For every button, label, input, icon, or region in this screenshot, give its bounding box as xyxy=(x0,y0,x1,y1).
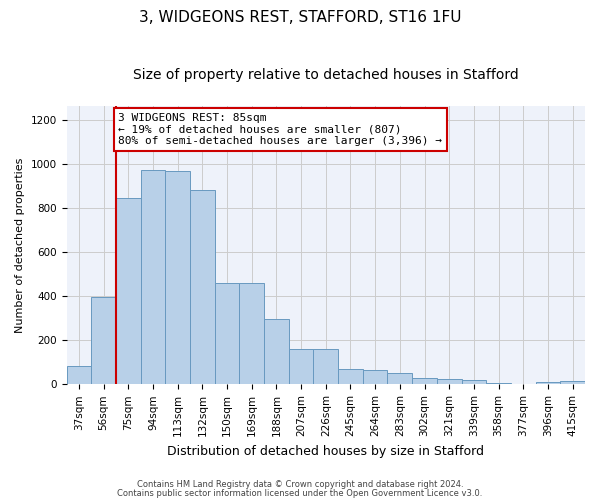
Bar xyxy=(140,170,165,384)
Bar xyxy=(486,383,511,384)
Bar xyxy=(437,379,461,384)
Bar xyxy=(313,349,338,384)
Text: 3 WIDGEONS REST: 85sqm
← 19% of detached houses are smaller (807)
80% of semi-de: 3 WIDGEONS REST: 85sqm ← 19% of detached… xyxy=(118,113,442,146)
Title: Size of property relative to detached houses in Stafford: Size of property relative to detached ho… xyxy=(133,68,518,82)
Bar xyxy=(560,381,585,384)
Bar xyxy=(91,297,116,384)
Bar xyxy=(461,380,486,384)
Bar xyxy=(67,366,91,384)
Text: Contains HM Land Registry data © Crown copyright and database right 2024.: Contains HM Land Registry data © Crown c… xyxy=(137,480,463,489)
X-axis label: Distribution of detached houses by size in Stafford: Distribution of detached houses by size … xyxy=(167,444,484,458)
Bar xyxy=(363,370,388,384)
Bar xyxy=(536,382,560,384)
Bar xyxy=(412,378,437,384)
Bar xyxy=(116,198,140,384)
Y-axis label: Number of detached properties: Number of detached properties xyxy=(15,158,25,333)
Bar xyxy=(289,349,313,384)
Bar xyxy=(165,172,190,384)
Bar xyxy=(215,283,239,384)
Bar xyxy=(388,374,412,384)
Bar xyxy=(190,190,215,384)
Bar xyxy=(239,283,264,384)
Text: 3, WIDGEONS REST, STAFFORD, ST16 1FU: 3, WIDGEONS REST, STAFFORD, ST16 1FU xyxy=(139,10,461,25)
Text: Contains public sector information licensed under the Open Government Licence v3: Contains public sector information licen… xyxy=(118,488,482,498)
Bar xyxy=(338,369,363,384)
Bar xyxy=(264,319,289,384)
